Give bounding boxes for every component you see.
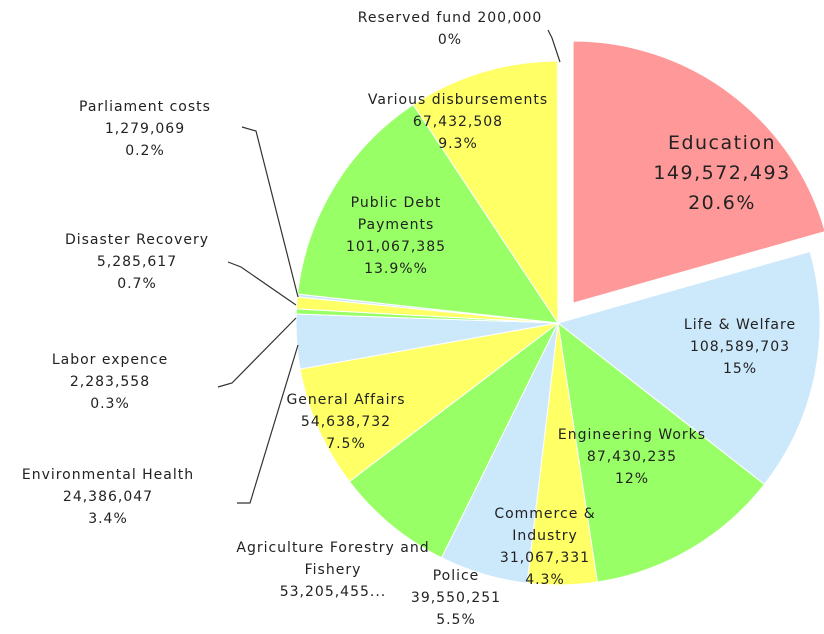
slice-label: Disaster Recovery 5,285,617 0.7% [42, 229, 232, 295]
value-label: 1,279,069 [104, 121, 186, 137]
category-name: Agriculture Forestry and Fishery [236, 540, 430, 578]
slice-label: Reserved fund 200,000 0% [320, 7, 580, 51]
slice-label: Police 39,550,251 5.5% [391, 565, 521, 631]
category-name: Education [667, 132, 777, 154]
slice-label: Parliament costs 1,279,069 0.2% [55, 96, 235, 162]
pie-slice [299, 322, 559, 483]
slice-label: General Affairs 54,638,732 7.5% [271, 389, 421, 455]
slice-label: Various disbursements 67,432,508 9.3% [348, 89, 568, 155]
slice-label: Labor expence 2,283,558 0.3% [30, 349, 190, 415]
slice-label: Life & Welfare 108,589,703 15% [660, 314, 820, 380]
percent-label: 4.3% [525, 572, 565, 588]
percent-label: 9.3% [438, 136, 478, 152]
value-label: 101,067,385 [345, 239, 447, 255]
value-label: 2,283,558 [69, 374, 151, 390]
category-name: Disaster Recovery [64, 232, 210, 248]
pie-slice [556, 250, 821, 486]
value-label: 200,000 [477, 10, 543, 26]
category-name: Parliament costs [79, 99, 211, 115]
value-label: 24,386,047 [62, 489, 154, 505]
category-name: Life & Welfare [683, 317, 797, 333]
slice-label: Commerce & Industry 31,067,331 4.3% [490, 503, 600, 591]
percent-label: 15% [722, 361, 758, 377]
value-label: 87,430,235 [586, 449, 678, 465]
category-name: Engineering Works [557, 427, 707, 443]
value-label: 54,638,732 [300, 414, 392, 430]
pie-slice [412, 60, 559, 325]
pie-slice [557, 321, 766, 583]
category-name: Reserved fund [357, 10, 472, 26]
category-name: Labor expence [51, 352, 169, 368]
percent-label: 0% [437, 32, 463, 48]
percent-label: 0.3% [90, 396, 130, 412]
pie-slice [297, 103, 560, 324]
pie-slice [572, 40, 824, 304]
value-label: 108,589,703 [689, 339, 791, 355]
slice-label: Public Debt Payments 101,067,385 13.9%% [341, 192, 451, 280]
percent-label: 0.7% [117, 276, 157, 292]
slice-label: Engineering Works 87,430,235 12% [542, 424, 722, 490]
category-name: Public Debt Payments [350, 195, 442, 233]
slice-label: Environmental Health 24,386,047 3.4% [3, 464, 213, 530]
percent-label: 0.2% [125, 143, 165, 159]
label-line: Reserved fund 200,000 [320, 7, 580, 29]
category-name: Police [432, 568, 480, 584]
category-name: Various disbursements [367, 92, 549, 108]
leader-line [217, 317, 297, 388]
leader-line [237, 344, 299, 504]
value-label: 53,205,455... [279, 584, 387, 600]
percent-label: 5.5% [436, 612, 476, 628]
leader-line [547, 29, 561, 63]
category-name: General Affairs [286, 392, 406, 408]
leader-line [227, 261, 297, 306]
percent-label: 13.9%% [364, 261, 428, 277]
leader-line [241, 126, 299, 298]
value-label: 149,572,493 [653, 162, 791, 184]
category-name: Commerce & Industry [494, 506, 596, 544]
percent-label: 20.6% [688, 192, 756, 214]
percent-label: 7.5% [326, 436, 366, 452]
slice-label: Agriculture Forestry and Fishery 53,205,4… [233, 537, 433, 603]
value-label: 31,067,331 [499, 550, 591, 566]
value-label: 5,285,617 [96, 254, 178, 270]
percent-label: 12% [614, 471, 650, 487]
value-label: 67,432,508 [412, 114, 504, 130]
percent-label: 3.4% [88, 511, 128, 527]
category-name: Environmental Health [21, 467, 195, 483]
slice-label: Education 149,572,493 20.6% [622, 128, 822, 218]
value-label: 39,550,251 [410, 590, 502, 606]
pie-slice [348, 322, 559, 559]
